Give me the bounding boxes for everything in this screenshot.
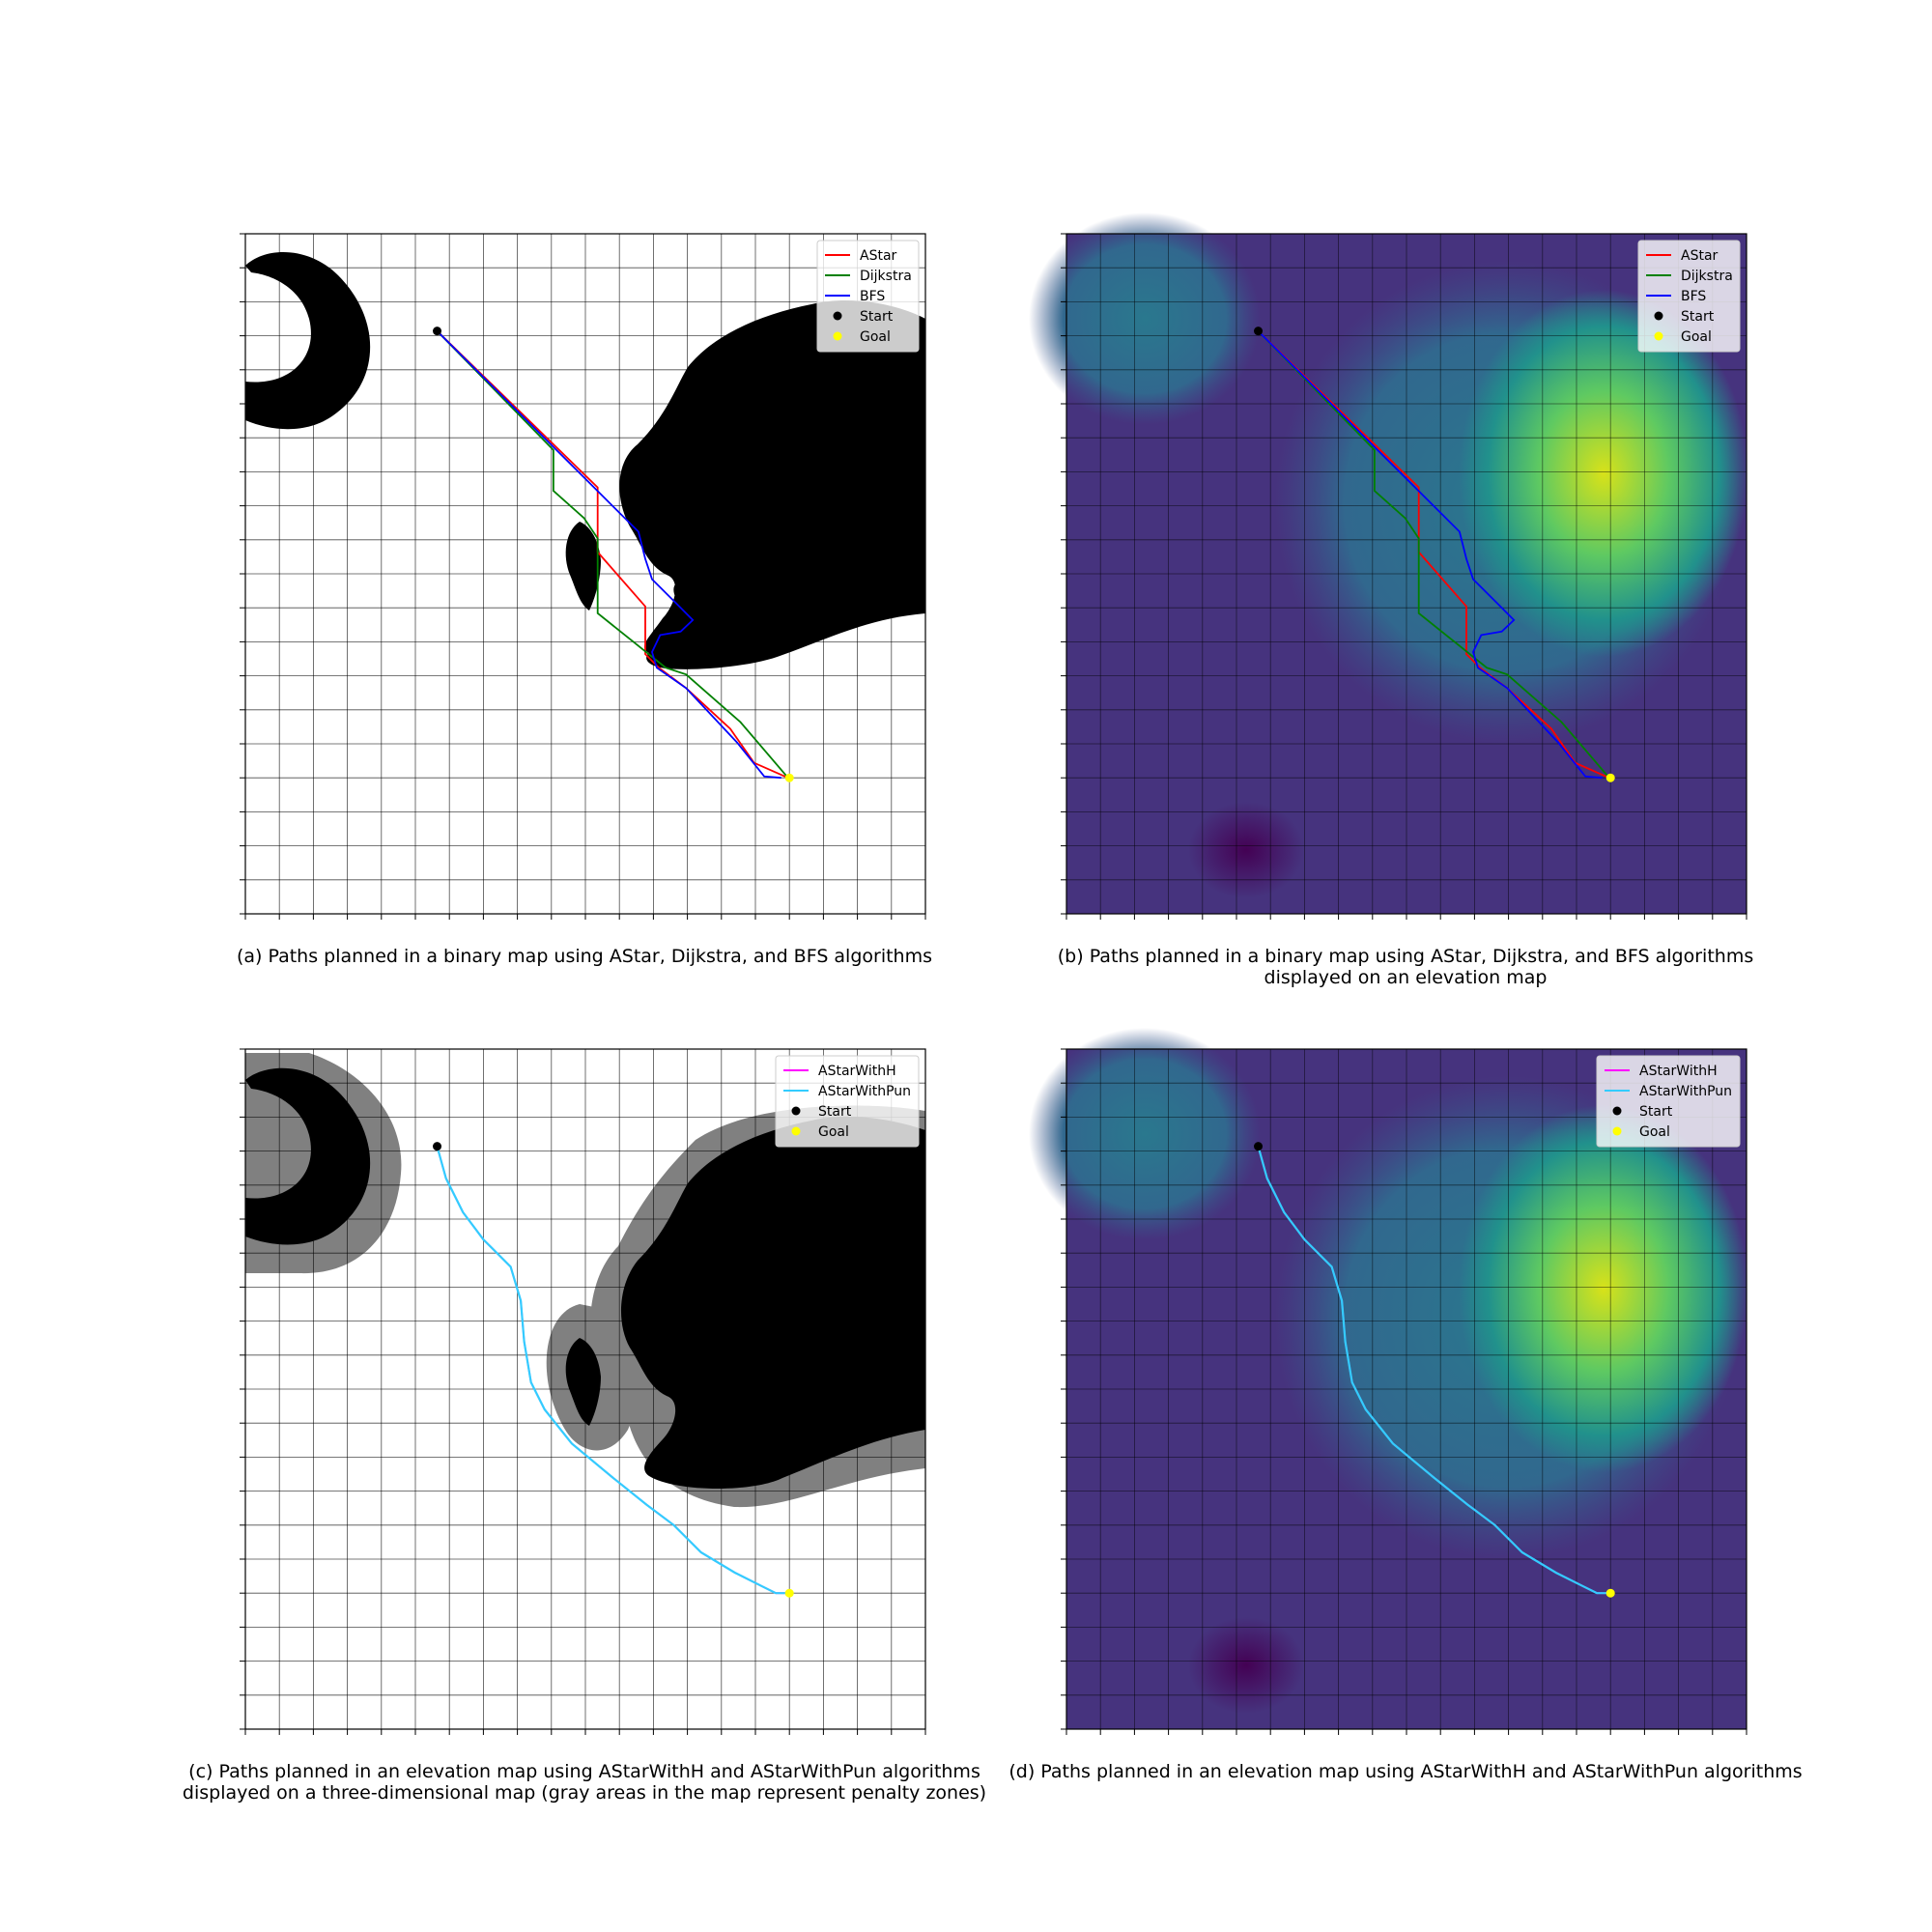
legend-label-start: Start [818, 1104, 852, 1120]
crescent-obstacle [245, 252, 371, 430]
legend: AStar Dijkstra BFS Start Goal [1637, 240, 1741, 353]
legend-label-goal: Goal [1681, 329, 1712, 345]
legend-label-bfs: BFS [860, 289, 885, 304]
legend-marker-start [791, 1106, 801, 1116]
legend-label-start: Start [1639, 1104, 1673, 1120]
start-marker [1254, 1142, 1264, 1151]
legend-label-bfs: BFS [1681, 289, 1706, 304]
legend-label-astarwithh: AStarWithH [1639, 1064, 1718, 1079]
legend-label-astarwithh: AStarWithH [818, 1064, 896, 1079]
legend-box [775, 1055, 920, 1148]
legend-box [1596, 1055, 1741, 1148]
crescent-obstacle [245, 1067, 371, 1245]
large-obstacle [619, 299, 925, 669]
legend-box [1637, 240, 1741, 353]
elevation-low-left [1029, 1028, 1261, 1240]
goal-marker [784, 773, 794, 782]
series-line-bfs [436, 330, 781, 780]
series-line-astar [1257, 330, 1610, 780]
caption-a: (a) Paths planned in a binary map using … [237, 946, 932, 967]
axes-frame [1065, 1048, 1747, 1730]
series-line-astarwithpun [436, 1146, 788, 1595]
legend-label-start: Start [1681, 309, 1715, 325]
small-obstacle [565, 1338, 601, 1426]
legend-marker-start [1654, 311, 1663, 321]
legend: AStarWithH AStarWithPun Start Goal [1596, 1055, 1741, 1148]
goal-marker [1605, 1588, 1615, 1598]
panel-a-overlay: AStar Dijkstra BFS Start Goal [240, 233, 926, 920]
elevation-high [1459, 290, 1748, 657]
panel-d-overlay: AStarWithH AStarWithPun Start Goal [1061, 1048, 1747, 1735]
legend-label-dijkstra: Dijkstra [1681, 269, 1733, 284]
caption-d: (d) Paths planned in an elevation map us… [1009, 1761, 1802, 1782]
legend-label-dijkstra: Dijkstra [860, 269, 912, 284]
panel-a-obstacles [245, 252, 925, 669]
caption-b-line2: displayed on an elevation map [1264, 967, 1548, 988]
elevation-high [1459, 1105, 1748, 1472]
small-obstacle [565, 522, 601, 611]
goal-marker [784, 1588, 794, 1598]
caption-c-line2: displayed on a three-dimensional map (gr… [183, 1782, 986, 1804]
start-marker [1254, 327, 1264, 336]
elevation-dip [1188, 802, 1304, 898]
start-marker [433, 327, 442, 336]
caption-b-line1: (b) Paths planned in a binary map using … [1058, 946, 1753, 967]
series-line-dijkstra [1257, 330, 1610, 779]
elevation-dip [1188, 1617, 1304, 1714]
large-obstacle [620, 1116, 925, 1490]
caption-c-line1: (c) Paths planned in an elevation map us… [188, 1761, 980, 1782]
legend-label-goal: Goal [818, 1124, 849, 1140]
legend-box [816, 240, 920, 353]
legend: AStar Dijkstra BFS Start Goal [816, 240, 920, 353]
legend-label-astar: AStar [860, 248, 897, 264]
series-line-astar [436, 330, 789, 780]
panel-c-overlay: AStarWithH AStarWithPun Start Goal [240, 1048, 926, 1735]
axes-frame [244, 233, 926, 915]
legend-label-goal: Goal [1639, 1124, 1670, 1140]
legend-label-goal: Goal [860, 329, 891, 345]
series-line-bfs [1257, 330, 1603, 780]
panel-c-obstacles [245, 1067, 925, 1490]
legend-label-start: Start [860, 309, 894, 325]
elevation-low-left [1029, 213, 1261, 425]
legend-label-astarwithpun: AStarWithPun [1639, 1084, 1732, 1099]
legend-marker-start [833, 311, 842, 321]
legend-label-astarwithpun: AStarWithPun [818, 1084, 911, 1099]
legend-marker-start [1612, 1106, 1622, 1116]
legend-marker-goal [1654, 331, 1663, 341]
legend-marker-goal [833, 331, 842, 341]
axes-frame [244, 1048, 926, 1730]
legend-marker-goal [791, 1126, 801, 1136]
legend-label-astar: AStar [1681, 248, 1719, 264]
legend-marker-goal [1612, 1126, 1622, 1136]
series-line-dijkstra [436, 330, 789, 779]
panel-b-overlay: AStar Dijkstra BFS Start Goal [1061, 233, 1747, 920]
axes-frame [1065, 233, 1747, 915]
goal-marker [1605, 773, 1615, 782]
start-marker [433, 1142, 442, 1151]
legend: AStarWithH AStarWithPun Start Goal [775, 1055, 920, 1148]
overlay: AStar Dijkstra BFS Start Goal AStar Dijkstra BF… [240, 233, 1747, 1735]
series-line-astarwithpun [1257, 1146, 1609, 1595]
